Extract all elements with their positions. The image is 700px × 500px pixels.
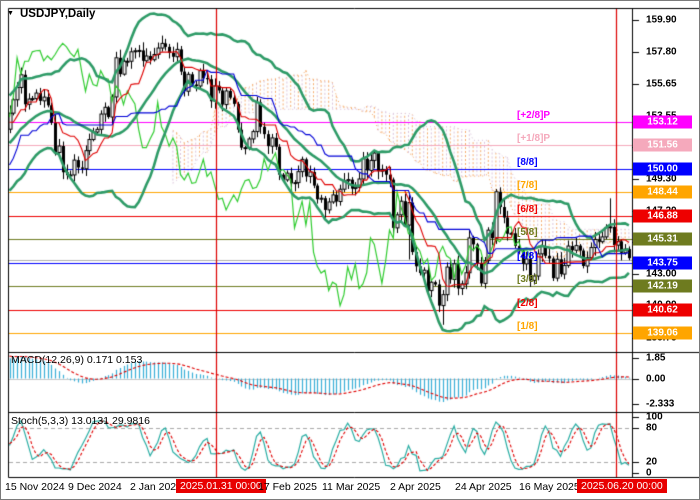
dropdown-icon[interactable]: ▼ [7, 10, 14, 17]
chart-title: USDJPY,Daily [20, 8, 96, 20]
